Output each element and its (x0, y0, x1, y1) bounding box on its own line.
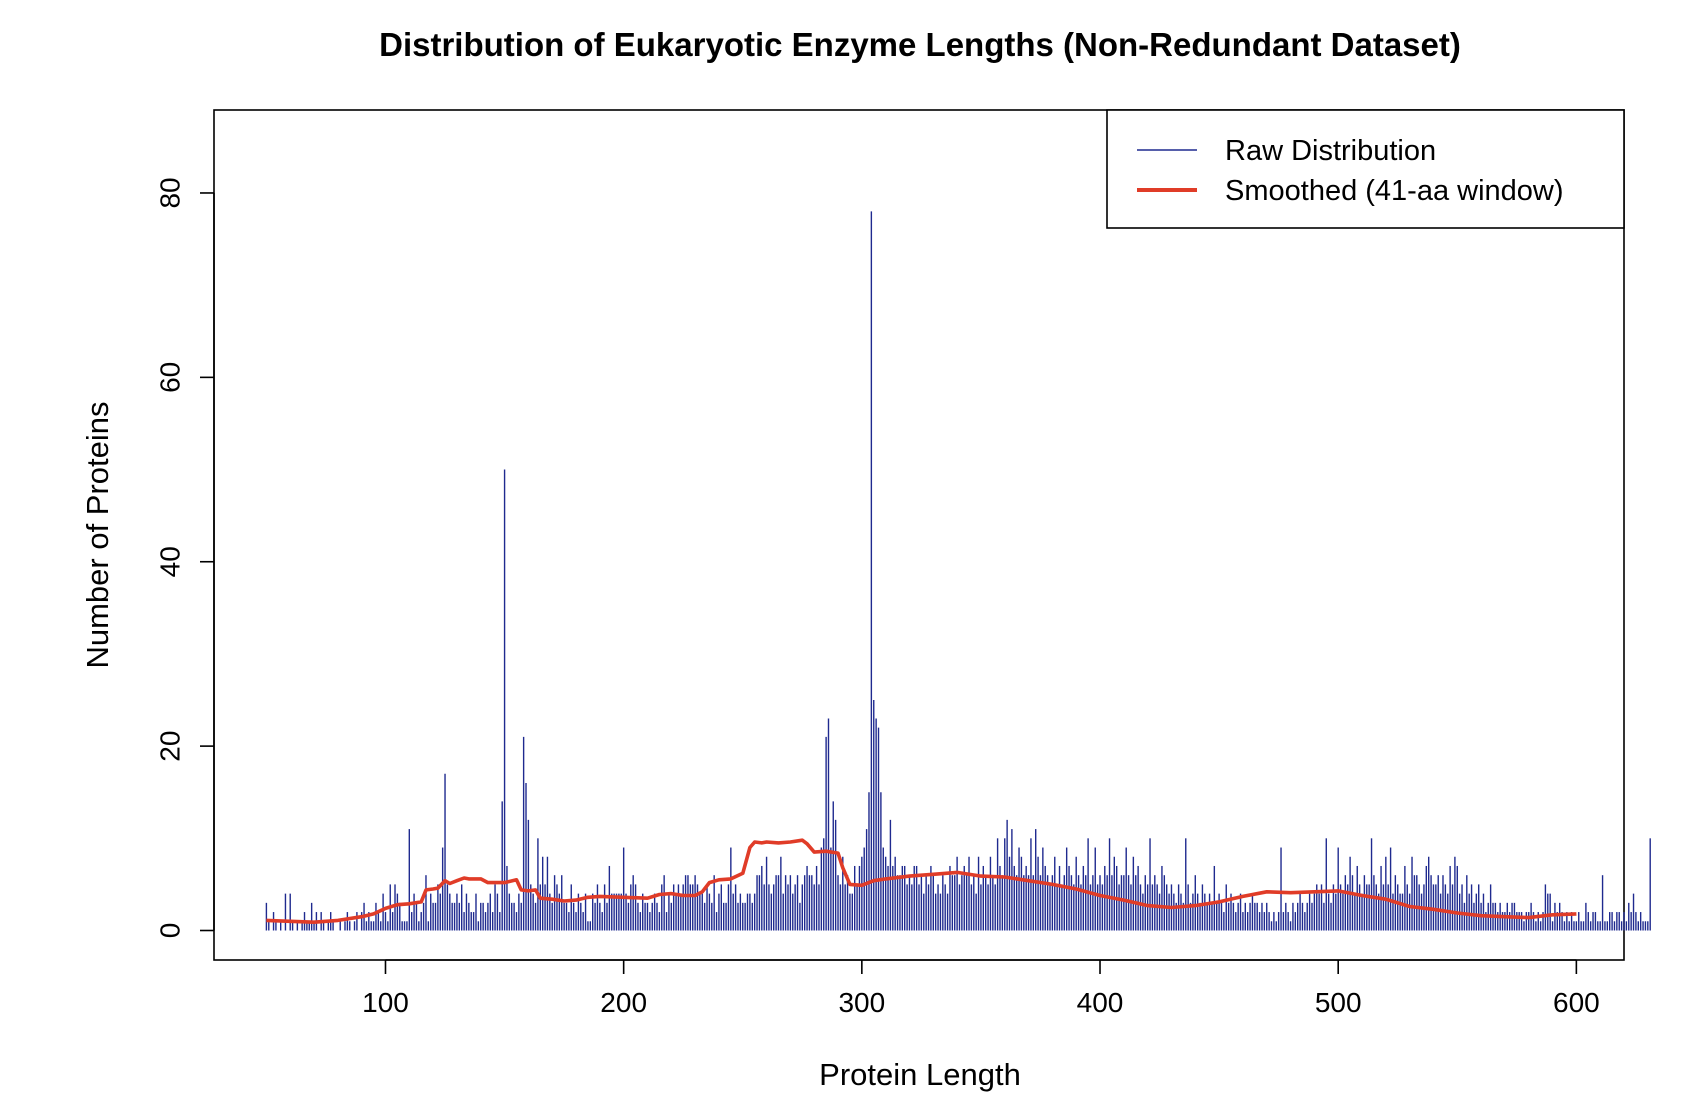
x-tick-label: 500 (1315, 987, 1362, 1018)
smoothed-series (266, 838, 1577, 925)
x-tick-label: 100 (362, 987, 409, 1018)
y-tick-label: 40 (154, 546, 185, 577)
y-tick-label: 0 (154, 923, 185, 939)
x-tick-label: 200 (600, 987, 647, 1018)
y-tick-label: 60 (154, 362, 185, 393)
x-axis-title: Protein Length (819, 1057, 1021, 1092)
legend-box (1106, 109, 1625, 229)
chart-title: Distribution of Eukaryotic Enzyme Length… (379, 26, 1461, 63)
y-axis: 0 20 40 60 80 (154, 177, 215, 939)
y-tick-label: 80 (154, 177, 185, 208)
plot-frame (213, 109, 1625, 961)
x-tick-label: 300 (838, 987, 885, 1018)
raw-distribution-bars (265, 211, 1651, 931)
legend: Raw Distribution Smoothed (41-aa window) (1106, 109, 1625, 229)
x-tick-label: 600 (1553, 987, 1600, 1018)
x-tick-label: 400 (1077, 987, 1124, 1018)
y-tick-label: 20 (154, 731, 185, 762)
legend-label-smoothed: Smoothed (41-aa window) (1225, 175, 1564, 207)
legend-label-raw-distribution: Raw Distribution (1225, 135, 1436, 167)
x-axis: 100 200 300 400 500 600 (362, 959, 1600, 1018)
smoothed-line (266, 838, 1577, 925)
y-axis-title: Number of Proteins (80, 401, 115, 668)
